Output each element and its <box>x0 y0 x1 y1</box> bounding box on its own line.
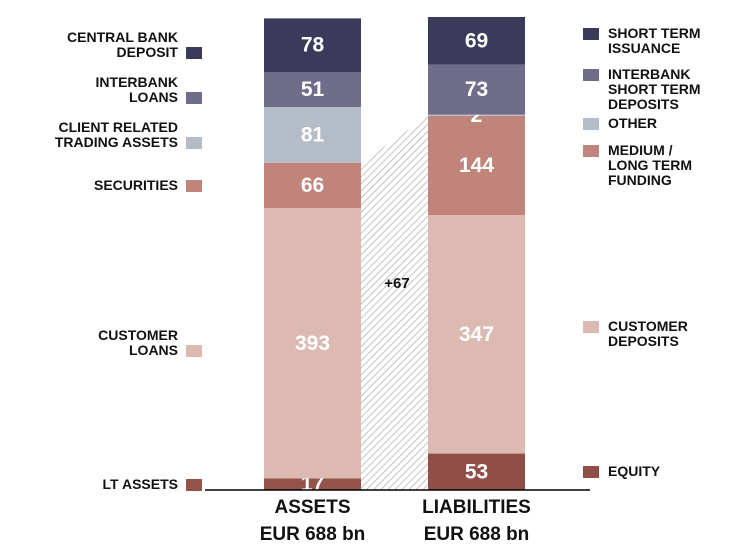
legend-swatch <box>583 118 599 131</box>
bar-segment <box>264 107 361 163</box>
bar-segment <box>428 114 525 116</box>
value-label: 73 <box>465 78 488 101</box>
value-label: 53 <box>465 460 488 483</box>
legend-label: INTERBANK SHORT TERM DEPOSITS <box>608 66 701 113</box>
legend-swatch <box>583 69 599 82</box>
legend-swatch <box>583 321 599 334</box>
legend-swatch <box>186 136 202 149</box>
legend-label: SHORT TERM ISSUANCE <box>608 24 701 56</box>
legend-label: INTERBANK LOANS <box>95 73 178 105</box>
bar-segment <box>428 64 525 115</box>
bar-segment <box>264 18 361 72</box>
value-label: 78 <box>301 34 325 57</box>
legend-label: LT ASSETS <box>102 475 178 492</box>
value-label: 347 <box>459 323 494 346</box>
bar-segment <box>428 453 525 490</box>
value-label: 69 <box>465 29 488 52</box>
category-label: ASSETS <box>274 497 350 518</box>
value-label: 51 <box>301 78 325 101</box>
legend-swatch <box>186 179 202 192</box>
legend-label: CUSTOMER LOANS <box>98 327 178 359</box>
legend-label: CUSTOMER DEPOSITS <box>608 318 688 350</box>
value-label: 66 <box>301 174 324 197</box>
bar-segment <box>264 478 361 490</box>
legend-swatch <box>186 47 202 60</box>
value-label: 144 <box>459 154 494 177</box>
legend-swatch <box>186 91 202 104</box>
legend-label: MEDIUM / LONG TERM FUNDING <box>608 142 692 188</box>
bar-segment <box>428 215 525 454</box>
legend-swatch <box>583 466 599 479</box>
category-label: LIABILITIES <box>422 497 531 518</box>
bar-segment <box>428 17 525 65</box>
legend-label: CLIENT RELATED TRADING ASSETS <box>54 118 178 150</box>
bar-segment <box>264 208 361 479</box>
bar-segment <box>264 162 361 209</box>
category-subtitle: EUR 688 bn <box>424 524 530 545</box>
annotation: +67 <box>384 275 409 292</box>
legend-swatch <box>583 145 599 157</box>
legend-label: EQUITY <box>608 463 661 480</box>
legend-swatch <box>583 27 599 40</box>
bar-segment <box>428 116 525 215</box>
legend-swatch <box>186 345 202 358</box>
value-label: 81 <box>301 123 325 146</box>
bar-segment <box>264 72 361 108</box>
legend-label: OTHER <box>608 115 657 132</box>
legend-label: SECURITIES <box>93 176 178 193</box>
legend-swatch <box>186 478 202 491</box>
value-label: 2 <box>471 104 483 127</box>
value-label: 393 <box>295 332 330 355</box>
legend-label: CENTRAL BANK DEPOSIT <box>67 29 178 61</box>
gap-band <box>361 116 428 490</box>
category-subtitle: EUR 688 bn <box>260 524 366 545</box>
